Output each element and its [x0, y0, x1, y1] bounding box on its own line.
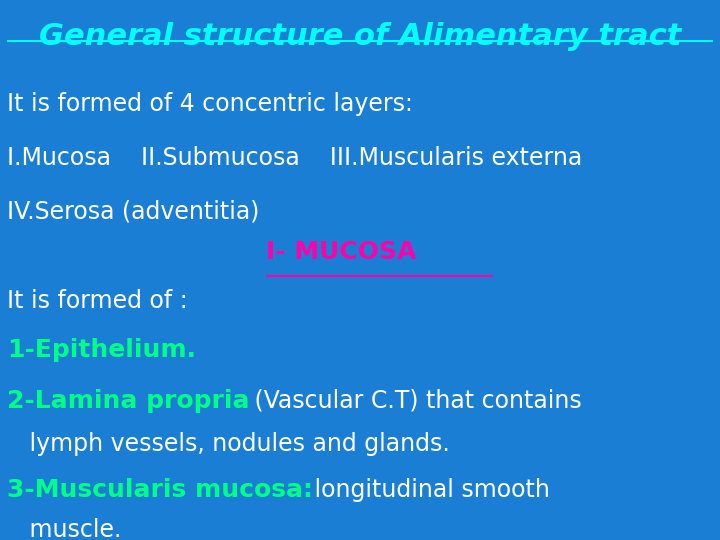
Text: (Vascular C.T) that contains: (Vascular C.T) that contains: [247, 389, 582, 413]
Text: I- MUCOSA: I- MUCOSA: [266, 240, 417, 264]
Text: 2-Lamina propria: 2-Lamina propria: [7, 389, 250, 413]
Text: lymph vessels, nodules and glands.: lymph vessels, nodules and glands.: [7, 432, 450, 456]
Text: I.Mucosa    II.Submucosa    III.Muscularis externa: I.Mucosa II.Submucosa III.Muscularis ext…: [7, 146, 582, 170]
Text: 1-Epithelium.: 1-Epithelium.: [7, 338, 196, 361]
Text: General structure of Alimentary tract: General structure of Alimentary tract: [39, 22, 681, 51]
Text: IV.Serosa (adventitia): IV.Serosa (adventitia): [7, 200, 260, 224]
Text: longitudinal smooth: longitudinal smooth: [307, 478, 550, 502]
Text: muscle.: muscle.: [7, 518, 122, 540]
Text: It is formed of :: It is formed of :: [7, 289, 188, 313]
Text: 3-Muscularis mucosa:: 3-Muscularis mucosa:: [7, 478, 313, 502]
Text: It is formed of 4 concentric layers:: It is formed of 4 concentric layers:: [7, 92, 413, 116]
